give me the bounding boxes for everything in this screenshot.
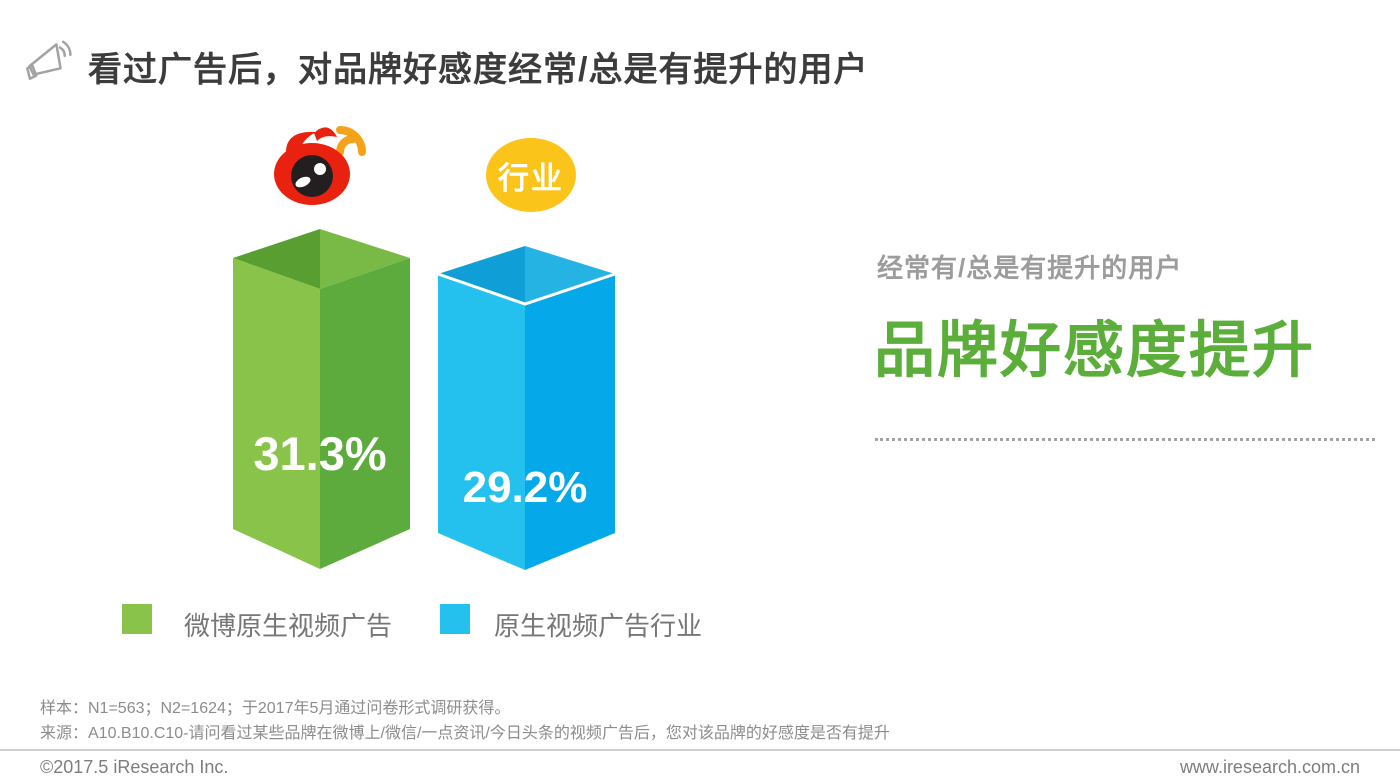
legend-label-weibo: 微博原生视频广告 [184,611,393,641]
weibo-body-petal-2 [314,127,337,141]
weibo-eye-crescent [295,176,311,188]
bar-industry-right-face [525,274,615,570]
bar-weibo-value-label: 31.3% [253,427,387,480]
bar-weibo-right-face [320,258,410,569]
right-panel-headline: 品牌好感度提升 [874,316,1316,384]
footer-copyright: ©2017.5 iResearch Inc. [40,757,229,777]
bar-industry-value-label: 29.2% [462,463,588,512]
bar-weibo-left-face [233,258,320,569]
bar-industry-top-edge-highlight [437,272,616,306]
footer-website: www.iresearch.com.cn [1179,757,1360,777]
industry-badge: 行业 [486,138,576,212]
bar-industry-top-right-face [525,246,615,304]
bar-industry-left-face [438,274,525,570]
bar-industry-top-left-face [438,246,525,304]
dotted-divider [875,438,1375,441]
weibo-wave-large [336,126,366,156]
page-title: 看过广告后，对品牌好感度经常/总是有提升的用户 [88,51,869,89]
footnote-sample: 样本：N1=563；N2=1624；于2017年5月通过问卷形式调研获得。 [40,700,511,717]
megaphone-icon [26,40,72,80]
bar-weibo-top-right-face [320,229,410,289]
weibo-eye-glint [314,163,326,175]
weibo-wave-small [336,135,357,156]
bar-weibo-top-left-face [233,229,320,289]
footer-divider [0,749,1400,751]
bar-chart [233,229,616,570]
right-panel-subtitle: 经常有/总是有提升的用户 [877,253,1183,283]
legend-swatch-weibo [122,604,152,634]
legend-swatch-industry [440,604,470,634]
industry-badge-label: 行业 [498,160,564,196]
footnote-source: 来源：A10.B10.C10-请问看过某些品牌在微博上/微信/一点资讯/今日头条… [40,725,890,742]
legend-label-industry: 原生视频广告行业 [494,611,703,641]
weibo-logo-icon [274,126,366,205]
